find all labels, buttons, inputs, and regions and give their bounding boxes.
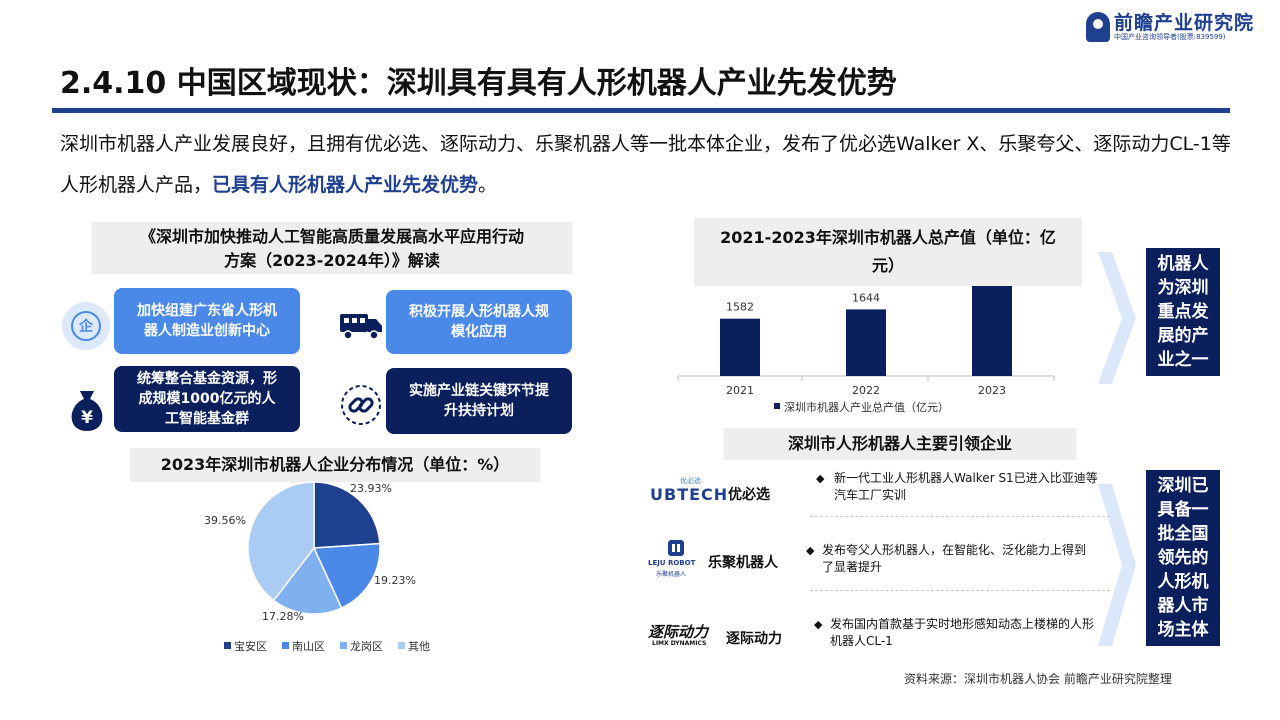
- limx-logo-icon: 逐际动力 LIMX DYNAMICS: [648, 623, 709, 647]
- bullet-diamond-icon: ◆: [814, 618, 823, 631]
- pie-chart: 23.93% 19.23% 17.28% 39.56% 宝安区 南山区 龙岗区 其他: [204, 481, 430, 653]
- bullet-diamond-icon: ◆: [816, 472, 825, 485]
- plan-panel-title: 《深圳市加快推动人工智能高质量发展高水平应用行动 方案（2023-2024年）》…: [92, 222, 572, 274]
- x-tick-label: 2023: [978, 384, 1006, 397]
- pie-slice-2: [272, 546, 343, 615]
- truck-icon: [336, 306, 386, 346]
- legend-label: 龙岗区: [350, 640, 383, 653]
- enterprise-icon: 企: [62, 302, 110, 350]
- company-desc-leju: 发布夸父人形机器人，在智能化、泛化能力上得到了显著提升: [822, 543, 1087, 574]
- legend-swatch: [774, 403, 780, 409]
- money-bag-icon: ¥: [62, 386, 112, 436]
- plan-item-scale-application: 积极开展人形机器人规模化应用: [386, 290, 572, 354]
- bar-value-label: 1644: [852, 291, 880, 304]
- x-tick-label: 2022: [852, 384, 880, 397]
- svg-text:¥: ¥: [81, 408, 93, 428]
- brand-logo-icon: [1086, 12, 1110, 42]
- legend-swatch: [340, 642, 347, 649]
- pie-slice-3: [247, 481, 315, 602]
- company-name-ubtech: 优必选: [728, 487, 770, 503]
- chain-icon: [336, 380, 386, 430]
- company-desc-ubtech: 新一代工业人形机器人Walker S1已进入比亚迪等汽车工厂实训: [834, 471, 1098, 502]
- bullet-diamond-icon: ◆: [806, 544, 815, 557]
- plan-item-fund-group: 统筹整合基金资源，形成规模1000亿元的人工智能基金群: [114, 366, 300, 432]
- company-desc-limx: 发布国内首款基于实时地形感知动态上楼梯的人形机器人CL-1: [830, 617, 1095, 648]
- side-box-key-industry: 机器人为深圳重点发展的产业之一: [1146, 248, 1220, 376]
- brand-logo: 前瞻产业研究院 中国产业咨询领导者(股票:839599): [1086, 12, 1254, 42]
- bar-title-line2: 元）: [871, 256, 904, 275]
- company-name-leju: 乐聚机器人: [708, 555, 778, 571]
- legend-swatch: [282, 642, 289, 649]
- pie-chart-title: 2023年深圳市机器人企业分布情况（单位：%）: [130, 448, 540, 482]
- page-title: 2.4.10 中国区域现状：深圳具有具有人形机器人产业先发优势: [60, 66, 897, 101]
- legend-swatch: [224, 642, 231, 649]
- leju-logo-icon: LEJU ROBOT 乐聚机器人: [648, 538, 704, 580]
- bar-2021: [720, 318, 760, 376]
- bar-2023: [972, 286, 1012, 376]
- pie-value-label: 39.56%: [204, 514, 246, 527]
- side-box-market-players: 深圳已具备一批全国领先的人形机器人市场主体: [1146, 470, 1220, 646]
- pie-value-label: 19.23%: [374, 574, 416, 587]
- leaders-title: 深圳市人形机器人主要引领企业: [724, 428, 1076, 460]
- legend-label: 宝安区: [234, 639, 267, 653]
- plan-title-line1: 《深圳市加快推动人工智能高质量发展高水平应用行动: [139, 227, 524, 246]
- brand-name: 前瞻产业研究院: [1114, 11, 1255, 34]
- pie-slice-0: [313, 481, 381, 549]
- pie-slice-1: [312, 542, 381, 609]
- pie-value-label: 17.28%: [262, 610, 304, 623]
- chevron-right-icon: [1098, 252, 1136, 384]
- legend-label: 深圳市机器人产业总产值（亿元）: [784, 400, 949, 414]
- row-divider: [810, 516, 1110, 517]
- ubtech-logo-icon: 优必选 UBTECH: [650, 477, 729, 504]
- source-note: 资料来源：深圳市机器人协会 前瞻产业研究院整理: [904, 672, 1172, 686]
- intro-text: 深圳市机器人产业发展良好，且拥有优必选、逐际动力、乐聚机器人等一批本体企业，发布…: [60, 133, 1231, 196]
- legend-swatch: [398, 642, 405, 649]
- x-tick-label: 2021: [726, 384, 754, 397]
- title-divider: [52, 108, 1230, 113]
- plan-item-chain-support: 实施产业链关键环节提升扶持计划: [386, 368, 572, 434]
- pie-value-label: 23.93%: [350, 482, 392, 495]
- plan-title-line2: 方案（2023-2024年）》解读: [224, 251, 440, 270]
- company-name-limx: 逐际动力: [726, 631, 782, 647]
- bar-chart: 1582 2021 1644 2022 2023 深圳市机器人产业总产值（亿元）: [677, 286, 1055, 414]
- bar-title-line1: 2021-2023年深圳市机器人总产值（单位：亿: [720, 228, 1056, 247]
- legend-label: 南山区: [292, 640, 325, 653]
- bar-chart-title: 2021-2023年深圳市机器人总产值（单位：亿 元）: [694, 218, 1082, 286]
- intro-paragraph: 深圳市机器人产业发展良好，且拥有优必选、逐际动力、乐聚机器人等一批本体企业，发布…: [60, 124, 1240, 206]
- legend-label: 其他: [408, 640, 430, 653]
- intro-end: 。: [478, 174, 498, 196]
- bar-2022: [846, 309, 886, 376]
- chevron-right-icon: [1098, 484, 1136, 646]
- plan-item-innovation-center: 加快组建广东省人形机器人制造业创新中心: [114, 288, 300, 354]
- brand-tagline: 中国产业咨询领导者(股票:839599): [1114, 32, 1226, 41]
- bar-value-label: 1582: [726, 301, 754, 314]
- row-divider: [810, 590, 1110, 591]
- intro-highlight: 已具有人形机器人产业先发优势: [212, 174, 479, 196]
